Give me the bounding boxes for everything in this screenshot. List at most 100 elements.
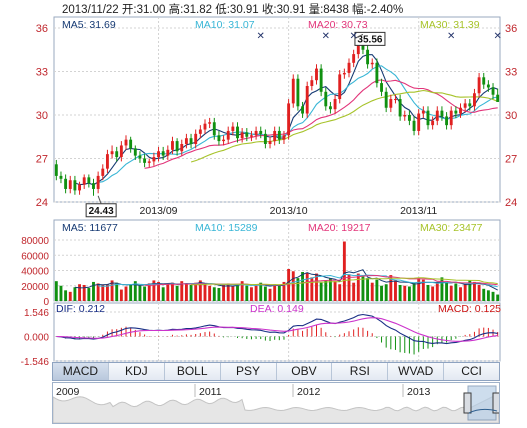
- candle-body: [277, 130, 281, 140]
- price-tick-left: 30: [36, 110, 48, 122]
- candle-body: [254, 130, 258, 136]
- candle-body: [115, 151, 119, 158]
- candle-body: [87, 177, 91, 184]
- tab-psy[interactable]: PSY: [221, 363, 277, 380]
- volume-bar: [68, 291, 72, 301]
- price-panel-frame: [53, 16, 501, 203]
- volume-bar: [315, 273, 318, 301]
- volume-bar: [250, 287, 253, 301]
- price-tick-left: 33: [36, 67, 48, 79]
- volume-panel-frame: [53, 219, 501, 302]
- candle-body: [310, 80, 314, 86]
- volume-bar: [319, 282, 323, 301]
- price-event-marker: ✕: [322, 31, 330, 42]
- volume-bar: [180, 281, 184, 301]
- price-tick-right: 27: [505, 154, 517, 166]
- macd-dea-line: [56, 317, 498, 342]
- candle-body: [482, 77, 486, 85]
- candle-body: [370, 62, 374, 65]
- tab-boll[interactable]: BOLL: [165, 363, 221, 380]
- price-annotation-pointer: [97, 195, 102, 204]
- price-tick-right: 33: [505, 67, 517, 79]
- candle-body: [268, 141, 272, 144]
- candle-body: [96, 175, 100, 189]
- candle-body: [431, 120, 435, 126]
- volume-bar: [431, 286, 435, 301]
- price-tick-left: 24: [36, 197, 48, 209]
- candle-body: [198, 129, 202, 134]
- volume-bar: [426, 284, 430, 301]
- tab-rsi[interactable]: RSI: [332, 363, 389, 380]
- volume-bar: [64, 290, 68, 301]
- volume-bar: [282, 281, 286, 301]
- volume-bar: [421, 279, 425, 301]
- volume-bar: [277, 285, 281, 301]
- candle-body: [240, 132, 244, 139]
- candle-body: [333, 99, 337, 110]
- volume-bar: [171, 282, 174, 301]
- candle-body: [92, 183, 95, 189]
- volume-bar: [240, 281, 244, 301]
- volume-bar: [217, 288, 221, 301]
- tab-obv[interactable]: OBV: [277, 363, 333, 380]
- volume-bar: [394, 280, 397, 301]
- macd-tick: -1.546: [21, 357, 50, 368]
- overview-navigator[interactable]: 2009 2011 2012 2013: [52, 382, 501, 424]
- price-annotation-pointer: [354, 33, 364, 39]
- volume-bar: [468, 280, 472, 301]
- candle-body: [491, 87, 495, 95]
- candle-body: [184, 138, 188, 144]
- candle-body: [259, 130, 263, 134]
- tab-macd[interactable]: MACD: [53, 363, 109, 380]
- price-ma30-line: [190, 89, 498, 163]
- volume-bar: [482, 288, 486, 301]
- tab-wvad[interactable]: WVAD: [388, 363, 445, 380]
- volume-bar: [73, 287, 77, 301]
- volume-bar: [184, 283, 188, 301]
- candle-body: [477, 77, 481, 94]
- volume-bar: [445, 281, 449, 301]
- volume-bar: [208, 285, 212, 301]
- volume-ma30-line: [191, 277, 498, 286]
- candle-body: [338, 74, 342, 100]
- candle-body: [473, 93, 476, 107]
- volume-bar: [96, 283, 100, 301]
- volume-bar: [407, 286, 411, 301]
- volume-bar: [231, 286, 235, 301]
- date-axis-label: 2013/09: [140, 205, 178, 217]
- volume-bar: [110, 280, 114, 301]
- candle-body: [328, 106, 332, 110]
- volume-bar: [463, 284, 467, 301]
- candle-body: [287, 103, 291, 136]
- candle-body: [194, 133, 198, 144]
- tab-kdj[interactable]: KDJ: [109, 363, 165, 380]
- candle-body: [147, 161, 151, 163]
- volume-bar: [477, 284, 481, 301]
- candle-body: [389, 99, 393, 108]
- candle-body: [119, 145, 123, 158]
- candle-body: [426, 110, 430, 126]
- price-ma20-line: [144, 79, 498, 169]
- candle-body: [101, 168, 105, 176]
- volume-bar: [412, 282, 416, 301]
- overview-selection-window: [467, 385, 497, 421]
- volume-bar: [324, 280, 328, 301]
- volume-bar: [338, 284, 342, 301]
- macd-tick: 1.546: [24, 308, 49, 319]
- volume-bar: [347, 274, 351, 301]
- price-annotation-label: 24.43: [89, 206, 114, 217]
- volume-bar: [152, 280, 156, 301]
- candle-body: [417, 113, 421, 131]
- candle-body: [407, 115, 411, 121]
- volume-bar: [222, 284, 226, 301]
- volume-bar: [328, 278, 332, 301]
- volume-bar: [384, 284, 388, 301]
- price-event-marker: ✕: [447, 31, 455, 42]
- candle-body: [124, 139, 128, 146]
- volume-bar: [435, 282, 439, 301]
- candle-body: [398, 99, 402, 117]
- volume-bar: [161, 287, 165, 301]
- candle-body: [445, 116, 449, 126]
- tab-cci[interactable]: CCI: [461, 364, 482, 378]
- volume-bar: [296, 278, 300, 301]
